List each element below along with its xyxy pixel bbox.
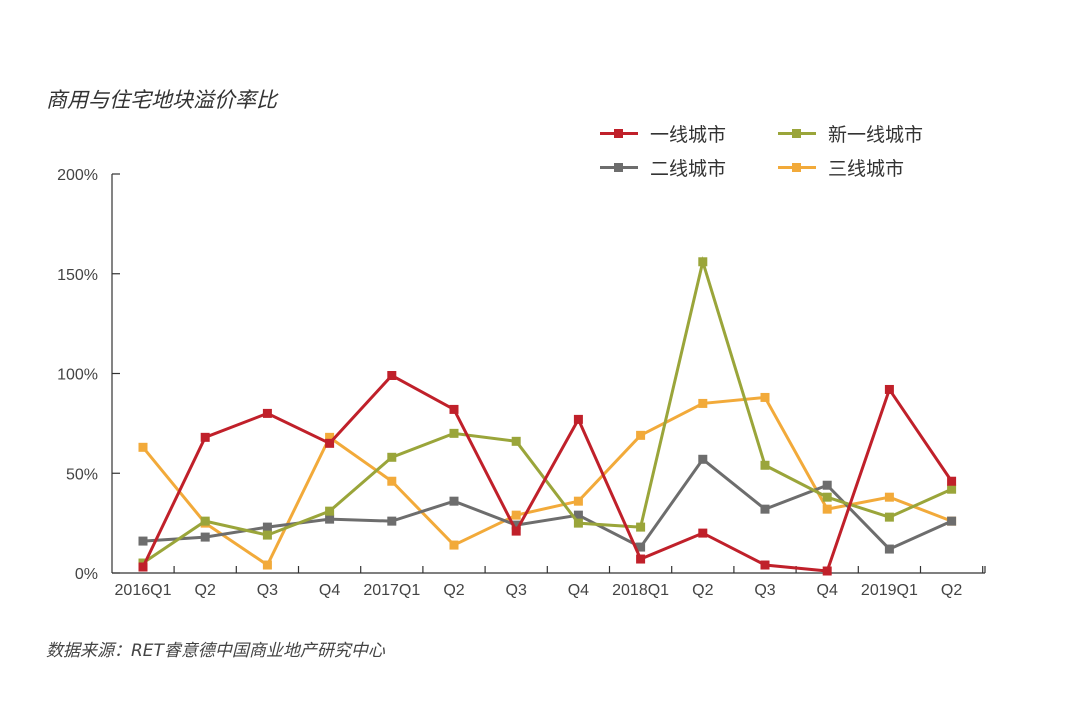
data-point [698, 398, 708, 408]
legend-swatch-tier3 [778, 162, 816, 172]
y-tick-label: 150% [57, 267, 98, 284]
legend-item-tier2: 二线城市 [600, 152, 726, 182]
x-tick-label: 2019Q1 [861, 582, 918, 599]
legend-swatch-tier1 [600, 128, 638, 138]
data-point [449, 428, 459, 438]
data-point [760, 504, 770, 514]
data-point [947, 516, 957, 526]
data-point [325, 514, 335, 524]
data-point [636, 522, 646, 532]
data-point [947, 484, 957, 494]
series-line [142, 457, 953, 551]
data-point [947, 476, 957, 486]
data-point [573, 510, 583, 520]
y-tick-label: 100% [57, 367, 98, 384]
data-point [449, 404, 459, 414]
legend-label-tier1: 一线城市 [650, 123, 727, 146]
series-line [141, 373, 953, 573]
x-tick-label: Q2 [443, 582, 464, 599]
data-point [262, 530, 272, 540]
x-tick-label: Q3 [754, 582, 775, 599]
series-line [142, 256, 953, 565]
data-point [636, 554, 646, 564]
x-tick-label: Q2 [692, 582, 713, 599]
x-tick-label: Q3 [506, 582, 527, 599]
chart-axes: 0% 50% 100% 150% 200% 2016Q1 Q2 Q3 Q4 2017Q1 Q2 Q3 Q… [57, 167, 986, 599]
data-point [200, 532, 210, 542]
data-point [511, 526, 521, 536]
legend-label-tier3: 三线城市 [828, 157, 905, 180]
data-point [449, 540, 459, 550]
y-tick-label: 50% [66, 466, 98, 483]
data-point [387, 370, 397, 380]
data-point [822, 504, 832, 514]
data-point [636, 430, 646, 440]
x-tick-label: Q2 [941, 582, 962, 599]
x-tick-label: 2016Q1 [115, 582, 172, 599]
data-point [698, 454, 708, 464]
legend-item-tier1: 一线城市 [600, 118, 726, 148]
data-point [387, 516, 397, 526]
x-tick-label: Q3 [257, 582, 278, 599]
legend-swatch-tier2 [600, 162, 638, 172]
data-point [262, 560, 272, 570]
legend-label-tier2: 二线城市 [650, 157, 727, 180]
data-point [325, 506, 335, 516]
data-point [822, 566, 832, 576]
x-tick-label: 2018Q1 [612, 582, 669, 599]
data-point [262, 408, 272, 418]
data-point [262, 522, 272, 532]
legend-item-tier3: 三线城市 [778, 152, 904, 182]
data-point [573, 496, 583, 506]
data-point [760, 560, 770, 570]
data-point [138, 536, 148, 546]
data-point [884, 384, 894, 394]
legend-item-new-tier1: 新一线城市 [778, 118, 923, 148]
chart-title: 商用与住宅地块溢价率比 [46, 88, 277, 112]
legend-label-new-tier1: 新一线城市 [828, 123, 924, 146]
x-tick-label: Q4 [568, 582, 589, 599]
x-tick-label: Q2 [195, 582, 216, 599]
data-point [138, 562, 148, 572]
legend-swatch-new-tier1 [778, 128, 816, 138]
chart-legend: 一线城市 新一线城市 二线城市 三线城市 [600, 118, 980, 188]
data-point [449, 496, 459, 506]
chart-series [138, 256, 957, 576]
data-point [636, 542, 646, 552]
data-point [884, 544, 894, 554]
data-point [760, 460, 770, 470]
data-point [200, 516, 210, 526]
data-point [325, 432, 335, 442]
data-point [387, 476, 397, 486]
data-point [884, 492, 894, 502]
x-tick-label: Q4 [319, 582, 340, 599]
data-point [698, 257, 708, 267]
data-point [511, 520, 521, 530]
data-point [760, 392, 770, 402]
data-point [822, 480, 832, 490]
data-point [698, 528, 708, 538]
data-point [138, 442, 148, 452]
data-point [200, 432, 210, 442]
x-tick-label: Q4 [817, 582, 838, 599]
data-point [325, 438, 335, 448]
y-tick-label: 0% [75, 566, 98, 583]
data-point [884, 512, 894, 522]
data-point [573, 414, 583, 424]
data-point [511, 436, 521, 446]
data-point [573, 518, 583, 528]
data-point [511, 510, 521, 520]
data-point [822, 492, 832, 502]
source-note: 数据来源：RET睿意德中国商业地产研究中心 [46, 641, 385, 661]
data-point [387, 452, 397, 462]
x-tick-label: 2017Q1 [363, 582, 420, 599]
y-tick-label: 200% [57, 167, 98, 184]
